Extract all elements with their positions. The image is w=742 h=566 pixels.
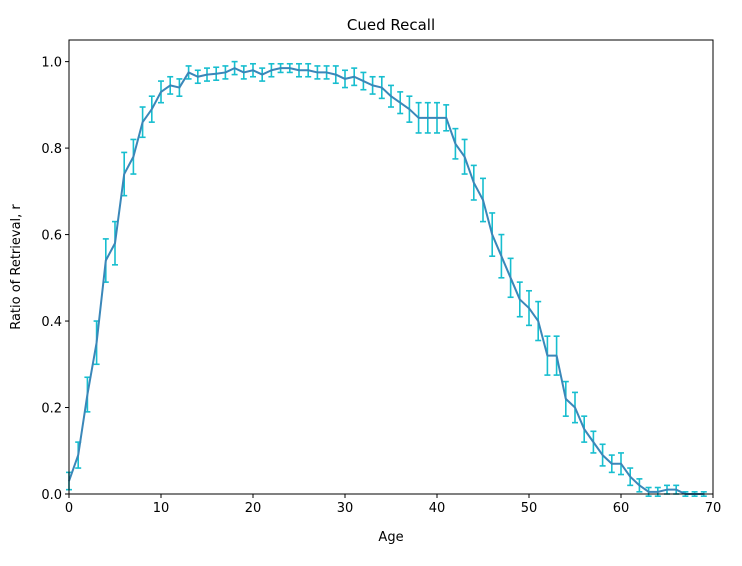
data-point (565, 398, 567, 400)
data-point (500, 255, 502, 257)
data-point (556, 355, 558, 357)
data-point (243, 71, 245, 74)
x-tick-label: 30 (337, 501, 354, 516)
chart-title: Cued Recall (347, 16, 435, 34)
data-point (353, 76, 355, 78)
data-point (114, 242, 116, 244)
axes-frame (68, 39, 714, 495)
data-point (215, 73, 217, 75)
data-point (436, 117, 438, 119)
data-point (224, 71, 226, 74)
data-point (657, 491, 659, 493)
data-point (546, 355, 549, 357)
data-point (372, 84, 374, 86)
data-point (592, 441, 595, 443)
data-point (648, 491, 650, 493)
data-point (427, 117, 429, 119)
data-point (96, 342, 98, 344)
x-tick-label: 60 (613, 501, 630, 516)
x-tick-label: 70 (705, 501, 722, 516)
y-axis: 0.0 0.2 0.4 0.6 0.8 1.0 (41, 56, 69, 503)
data-point (583, 428, 585, 430)
data-point (160, 91, 162, 93)
data-point (197, 76, 199, 78)
series-line (68, 67, 704, 495)
data-point (316, 71, 318, 74)
data-point (473, 182, 475, 184)
x-tick-label: 0 (65, 501, 73, 516)
data-point (132, 156, 134, 158)
data-point (666, 489, 668, 491)
data-point (510, 277, 512, 279)
y-tick-label: 0.8 (41, 142, 62, 157)
data-point (298, 69, 300, 71)
data-point (381, 86, 383, 89)
data-point (261, 73, 263, 76)
data-point (454, 143, 456, 145)
data-point (638, 484, 641, 486)
data-point (252, 69, 254, 71)
data-point (519, 298, 521, 301)
data-point (491, 233, 493, 236)
data-point (178, 86, 180, 89)
x-tick-label: 20 (245, 501, 262, 516)
data-point (602, 454, 604, 456)
data-point (77, 454, 79, 456)
data-point (206, 73, 208, 76)
data-point (464, 156, 466, 158)
data-point (408, 108, 410, 110)
data-point (151, 108, 153, 110)
data-point (537, 320, 539, 322)
y-tick-label: 0.2 (41, 402, 62, 417)
data-point (675, 489, 677, 491)
data-point (390, 95, 392, 97)
x-tick-label: 50 (521, 501, 538, 516)
y-axis-label: Ratio of Retrieval, r (9, 204, 24, 330)
y-tick-label: 1.0 (41, 56, 62, 71)
data-point (482, 199, 484, 201)
data-point (344, 78, 346, 80)
data-point (629, 476, 631, 478)
data-point (169, 84, 171, 86)
data-point (326, 71, 328, 74)
data-point (445, 117, 447, 119)
data-point (86, 393, 88, 396)
data-point (142, 121, 144, 123)
data-point (270, 69, 272, 71)
data-point (574, 406, 576, 409)
data-point (280, 67, 282, 69)
data-point (188, 71, 190, 74)
data-point (335, 73, 337, 76)
x-tick-label: 10 (153, 501, 170, 516)
x-axis-label: Age (378, 530, 403, 545)
data-point (611, 463, 613, 465)
data-point (234, 67, 236, 69)
data-point (289, 67, 291, 69)
data-point (528, 307, 530, 309)
data-point (620, 463, 622, 465)
data-point (123, 173, 125, 175)
x-axis: 0 10 20 30 40 50 60 70 (65, 494, 721, 516)
data-point (307, 69, 309, 71)
data-point (418, 117, 420, 119)
data-point (399, 102, 401, 104)
y-tick-label: 0.4 (41, 315, 62, 330)
x-tick-label: 40 (429, 501, 446, 516)
y-tick-label: 0.6 (41, 229, 62, 244)
data-point (362, 80, 364, 82)
y-tick-label: 0.0 (41, 488, 62, 503)
plot-area (66, 60, 707, 497)
data-point (105, 259, 107, 262)
